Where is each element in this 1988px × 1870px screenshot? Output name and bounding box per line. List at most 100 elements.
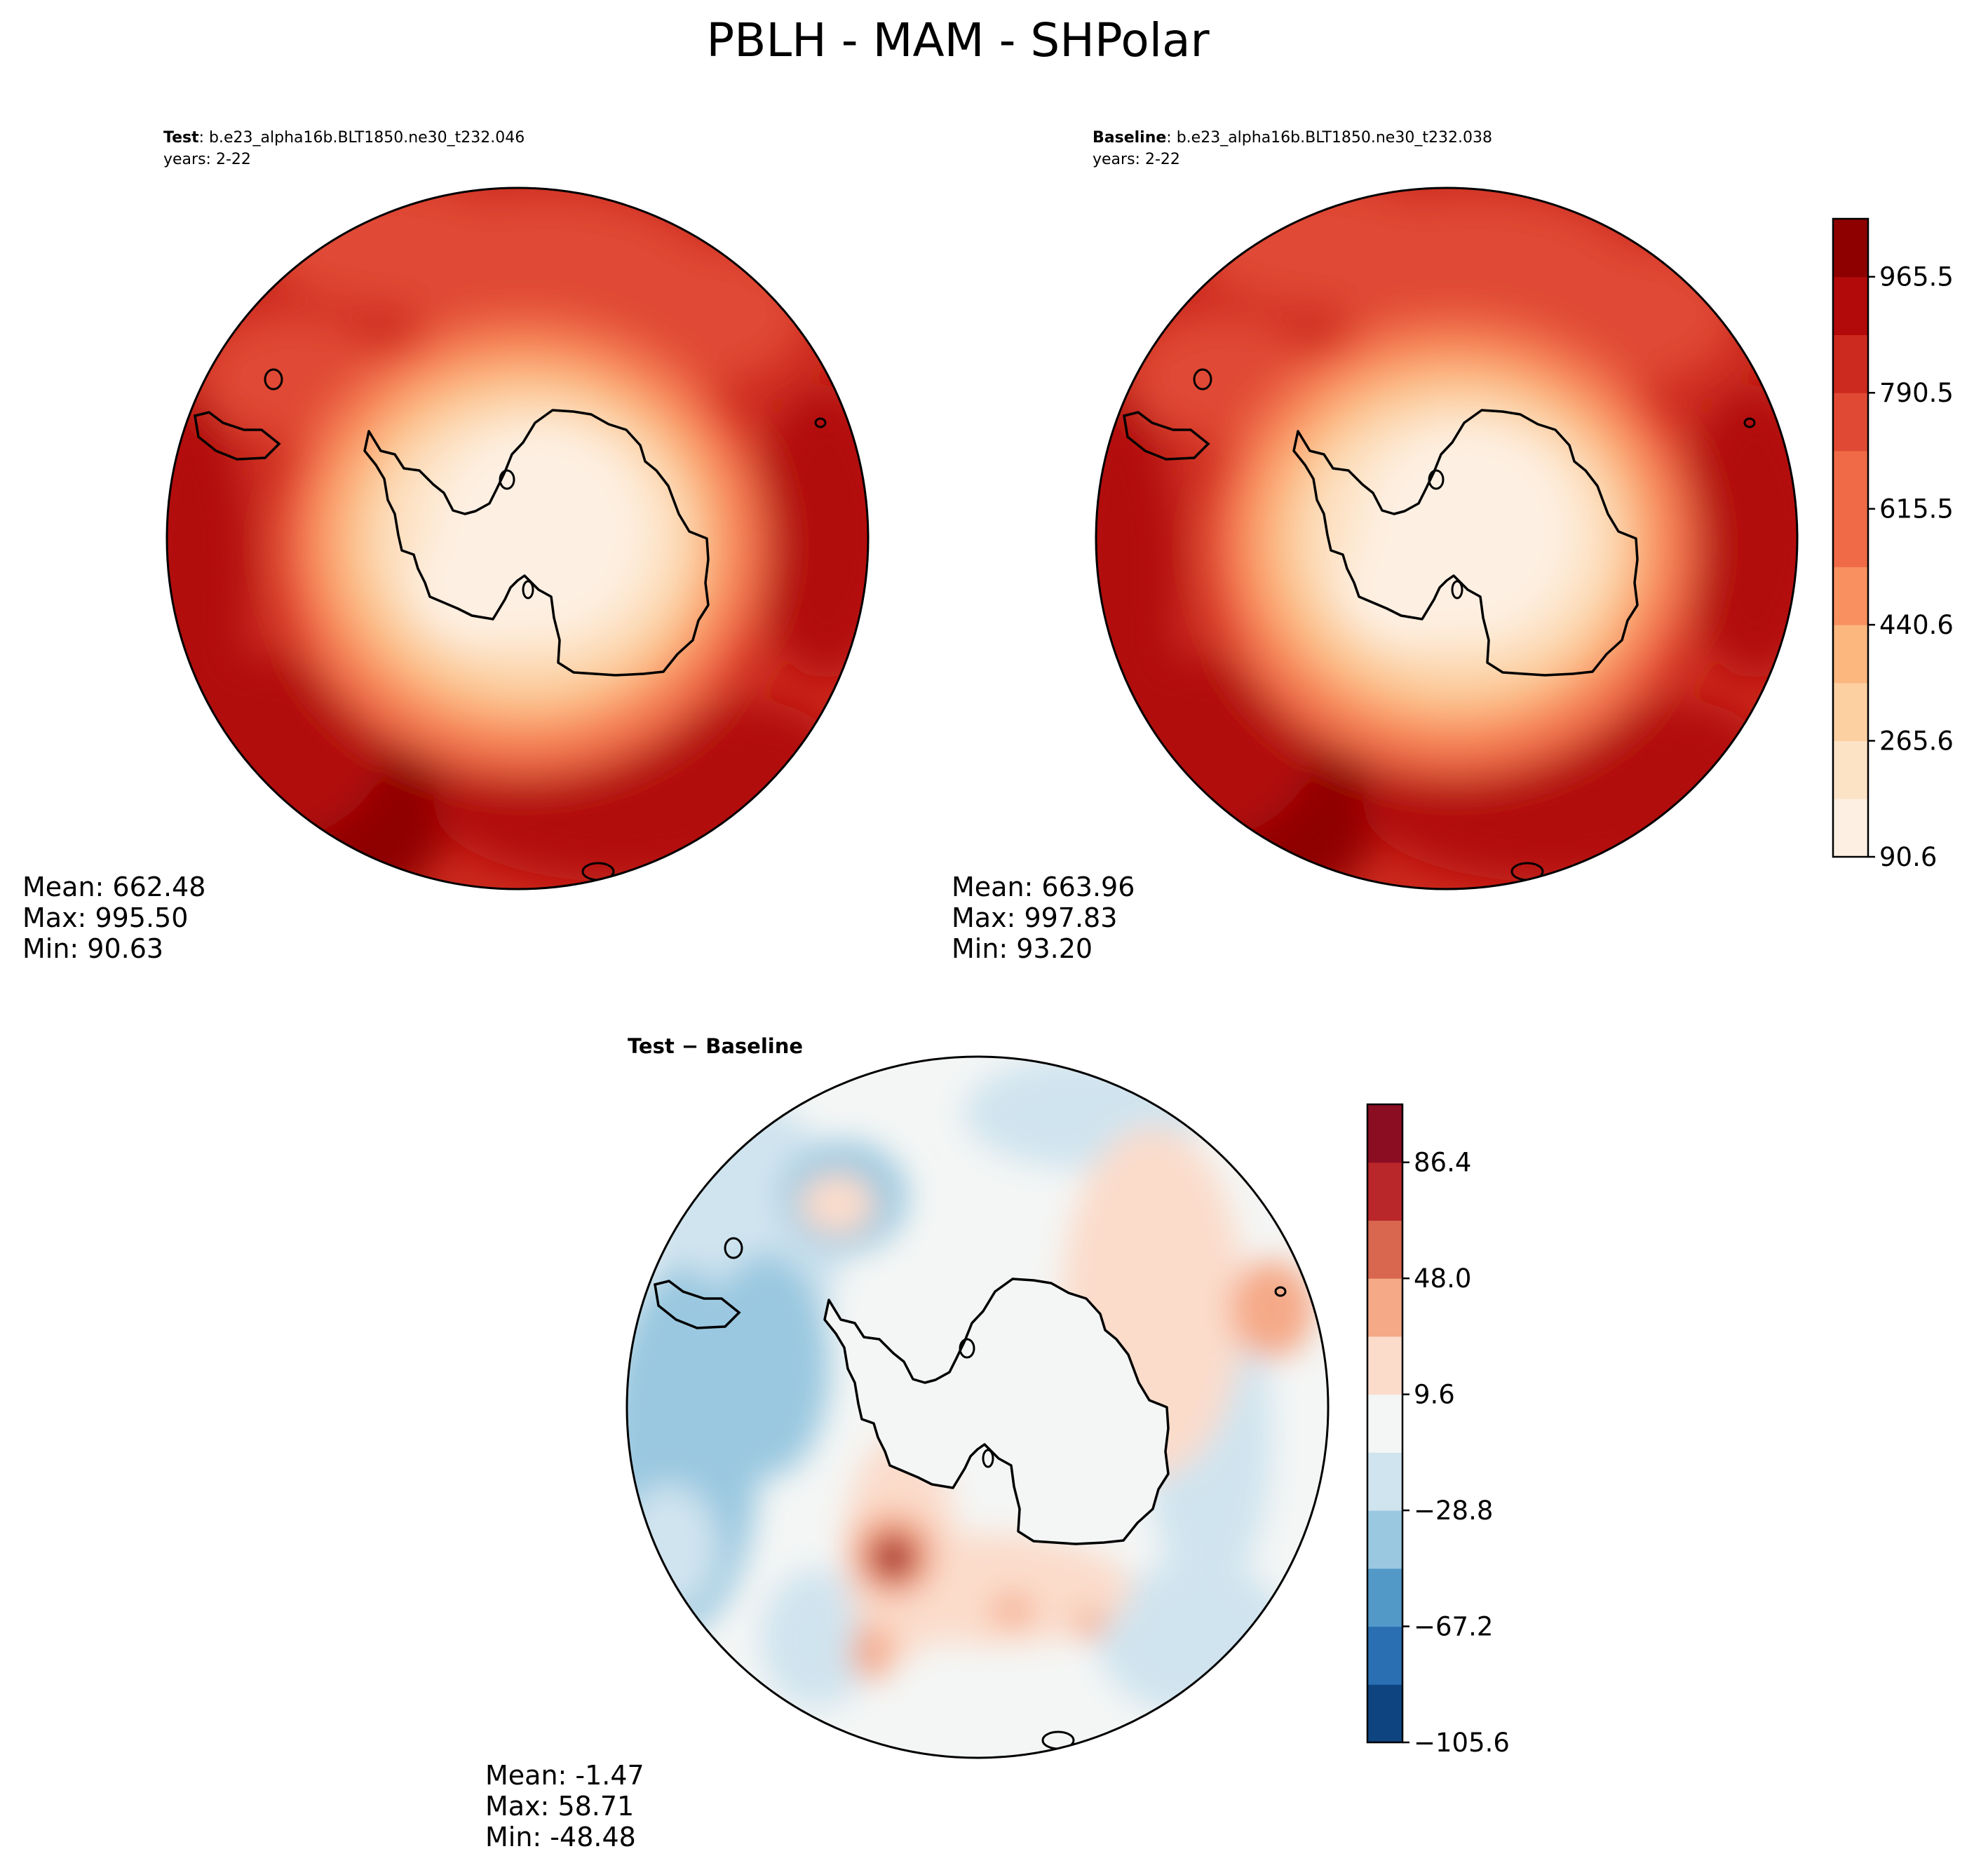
main-colorbar-tick-label-5: 965.5 bbox=[1879, 262, 1954, 292]
test-title-bold: Test bbox=[163, 129, 199, 147]
diff-blob-16 bbox=[878, 1540, 909, 1576]
main-colorbar-swatch-4 bbox=[1833, 567, 1868, 625]
antarctica-coast bbox=[363, 409, 710, 677]
test-panel-title: Test: b.e23_alpha16b.BLT1850.ne30_t232.0… bbox=[163, 129, 525, 147]
diff-colorbar-swatch-5 bbox=[1367, 1394, 1402, 1453]
diff-blob-5 bbox=[627, 1484, 718, 1611]
field-blobs bbox=[1096, 188, 1797, 889]
figure-title: PBLH - MAM - SHPolar bbox=[706, 13, 1210, 67]
main-colorbar-tick-label-3: 615.5 bbox=[1879, 494, 1954, 524]
diff-colorbar-swatch-2 bbox=[1367, 1568, 1402, 1627]
island-coast-3 bbox=[1274, 1286, 1287, 1297]
south-america-coast bbox=[1123, 411, 1210, 461]
island-coast-2 bbox=[982, 1449, 994, 1468]
main-colorbar-swatch-8 bbox=[1833, 334, 1868, 393]
difference-panel: Test − Baseline Mean: -1.47 Max: 58.71 M… bbox=[485, 1034, 1330, 1852]
difference-max: Max: 58.71 bbox=[485, 1791, 634, 1822]
diff-continent bbox=[825, 1279, 1168, 1544]
diff-blob-17 bbox=[992, 1595, 1034, 1626]
diff-colorbar-frame bbox=[1366, 1103, 1404, 1744]
diff-colorbar-swatch-4 bbox=[1367, 1452, 1402, 1511]
baseline-coastline bbox=[1123, 368, 1756, 881]
diff-colorbar-tick-label-0: −105.6 bbox=[1414, 1728, 1510, 1758]
test-title-text: : b.e23_alpha16b.BLT1850.ne30_t232.046 bbox=[199, 129, 525, 147]
main-colorbar-swatch-0 bbox=[1833, 799, 1868, 858]
baseline-map-boundary bbox=[1095, 187, 1799, 890]
main-colorbar-tick-label-4: 790.5 bbox=[1879, 378, 1954, 408]
diff-colorbar-swatch-1 bbox=[1367, 1626, 1402, 1685]
test-min: Min: 90.63 bbox=[22, 933, 163, 964]
diff-blob-11 bbox=[1230, 1260, 1314, 1358]
baseline-panel: Baseline: b.e23_alpha16b.BLT1850.ne30_t2… bbox=[952, 129, 1799, 964]
diff-colorbar-swatch-8 bbox=[1367, 1220, 1402, 1279]
field-blobs bbox=[167, 188, 868, 889]
baseline-title-bold: Baseline bbox=[1093, 129, 1166, 147]
diff-colorbar-swatch-7 bbox=[1367, 1278, 1402, 1337]
island-coast-1 bbox=[499, 469, 515, 490]
diff-colorbar-swatch-10 bbox=[1367, 1104, 1402, 1163]
baseline-min: Min: 93.20 bbox=[952, 933, 1093, 964]
difference-title: Test − Baseline bbox=[628, 1034, 803, 1058]
main-colorbar: 90.6 265.6 440.6 615.5 790.5 965.5 bbox=[1832, 217, 1954, 872]
island-coast-3 bbox=[1743, 417, 1756, 428]
field-blob-3 bbox=[1678, 384, 1797, 679]
field-blob-16 bbox=[1341, 531, 1468, 644]
main-colorbar-swatch-2 bbox=[1833, 682, 1868, 742]
test-coastline bbox=[194, 368, 827, 881]
island-coast-1 bbox=[1428, 469, 1445, 490]
field-blob-16 bbox=[412, 531, 539, 644]
main-colorbar-swatch-9 bbox=[1833, 276, 1868, 335]
island-coast-0 bbox=[1193, 368, 1212, 391]
main-colorbar-swatch-6 bbox=[1833, 450, 1868, 510]
difference-mean: Mean: -1.47 bbox=[485, 1760, 644, 1791]
test-mean: Mean: 662.48 bbox=[22, 872, 205, 902]
diff-blob-9 bbox=[760, 1569, 872, 1709]
diff-colorbar-tick-label-5: 86.4 bbox=[1414, 1148, 1471, 1178]
diff-colorbar-swatch-0 bbox=[1367, 1684, 1402, 1743]
island-coast-0 bbox=[724, 1237, 743, 1259]
island-coast-2 bbox=[522, 580, 534, 599]
diff-colorbar-tick-label-2: −28.8 bbox=[1414, 1496, 1493, 1526]
baseline-max: Max: 997.83 bbox=[952, 902, 1117, 933]
south-america-coast bbox=[194, 411, 281, 461]
baseline-years: years: 2-22 bbox=[1093, 151, 1180, 168]
diff-blob-2 bbox=[704, 1253, 830, 1477]
diff-colorbar-tick-label-4: 48.0 bbox=[1414, 1263, 1471, 1294]
antarctica-coast bbox=[823, 1278, 1170, 1545]
difference-field bbox=[627, 1057, 1328, 1758]
antarctica-coast bbox=[1292, 409, 1639, 677]
test-panel: Test: b.e23_alpha16b.BLT1850.ne30_t232.0… bbox=[22, 129, 870, 964]
island-coast-2 bbox=[1451, 580, 1463, 599]
main-colorbar-frame bbox=[1832, 217, 1869, 858]
main-colorbar-swatch-10 bbox=[1833, 219, 1868, 278]
diff-colorbar-tick-label-1: −67.2 bbox=[1414, 1612, 1493, 1642]
diff-colorbar-tick-label-3: 9.6 bbox=[1414, 1380, 1455, 1410]
main-colorbar-tick-label-0: 90.6 bbox=[1879, 842, 1937, 872]
baseline-panel-title: Baseline: b.e23_alpha16b.BLT1850.ne30_t2… bbox=[1093, 129, 1492, 147]
baseline-mean: Mean: 663.96 bbox=[952, 872, 1135, 902]
island-coast-3 bbox=[814, 417, 827, 428]
field-blob-3 bbox=[749, 384, 868, 679]
island-coast-0 bbox=[264, 368, 283, 391]
test-years: years: 2-22 bbox=[163, 151, 251, 168]
south-america-coast bbox=[654, 1280, 741, 1329]
diff-colorbar-swatch-6 bbox=[1367, 1336, 1402, 1395]
main-colorbar-swatch-5 bbox=[1833, 508, 1868, 567]
baseline-field bbox=[1096, 188, 1797, 889]
difference-map bbox=[627, 1057, 1328, 1758]
difference-colorbar: −105.6 −67.2 −28.8 9.6 48.0 86.4 bbox=[1366, 1103, 1510, 1758]
baseline-map bbox=[1096, 188, 1797, 889]
baseline-title-text: : b.e23_alpha16b.BLT1850.ne30_t232.038 bbox=[1166, 129, 1492, 147]
difference-min: Min: -48.48 bbox=[485, 1822, 636, 1852]
island-coast-1 bbox=[959, 1338, 975, 1359]
main-colorbar-swatch-7 bbox=[1833, 393, 1868, 452]
test-field bbox=[167, 188, 868, 889]
test-map-boundary bbox=[165, 187, 870, 890]
test-max: Max: 995.50 bbox=[22, 902, 188, 933]
difference-map-boundary bbox=[626, 1055, 1330, 1759]
main-colorbar-tick-label-2: 440.6 bbox=[1879, 610, 1954, 640]
diff-blob-20 bbox=[1073, 1611, 1107, 1639]
diff-colorbar-swatch-9 bbox=[1367, 1162, 1402, 1221]
main-colorbar-swatch-3 bbox=[1833, 625, 1868, 684]
